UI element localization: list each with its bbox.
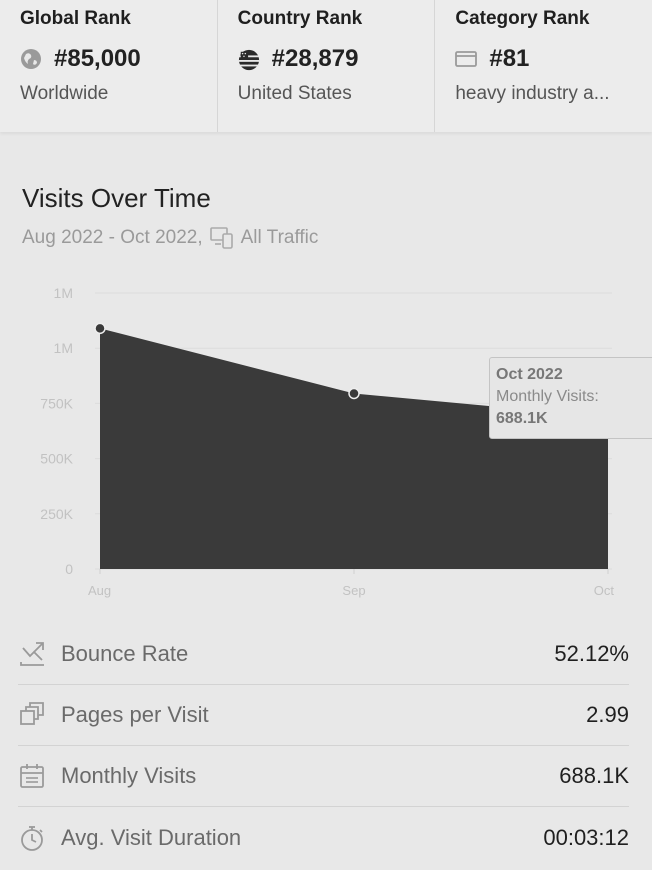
chart-tooltip: Oct 2022 Monthly Visits: 688.1K	[489, 357, 652, 439]
x-tick-label: Aug	[88, 583, 111, 598]
rank-subtitle: heavy industry a...	[455, 83, 610, 104]
metric-value: 52.12%	[554, 641, 629, 666]
y-tick-label: 1M	[54, 340, 73, 356]
data-point	[94, 322, 106, 335]
y-tick-label: 0	[65, 561, 73, 577]
category-icon	[455, 48, 478, 70]
date-range: Aug 2022 - Oct 2022,	[22, 227, 203, 248]
metric-label: Monthly Visits	[61, 763, 197, 788]
rank-value: #85,000	[54, 45, 141, 72]
traffic-type: All Traffic	[240, 227, 319, 248]
y-tick-label: 750K	[40, 395, 73, 411]
metric-value: 688.1K	[559, 763, 629, 788]
y-tick-label: 250K	[40, 506, 73, 522]
stopwatch-icon	[18, 824, 46, 852]
globe-icon	[20, 48, 42, 70]
metric-label: Bounce Rate	[61, 641, 189, 666]
visits-chart: 0 250K 500K 750K 1M 1M Aug Sep Oct	[40, 285, 615, 598]
rank-title: Global Rank	[20, 8, 131, 29]
bounce-rate-icon	[18, 640, 46, 668]
y-tick-label: 1M	[54, 285, 73, 301]
metric-row-bounce-rate: Bounce Rate 52.12%	[18, 624, 629, 685]
tooltip-date: Oct 2022	[496, 366, 563, 383]
rank-title: Country Rank	[237, 8, 363, 29]
country-rank-card: Country Rank #28,879 United States	[218, 0, 436, 132]
rank-subtitle: United States	[237, 83, 352, 104]
tooltip-value: 688.1K	[496, 410, 548, 427]
x-tick-label: Oct	[594, 583, 615, 598]
metric-row-monthly-visits: Monthly Visits 688.1K	[18, 746, 629, 807]
visits-subtitle: Aug 2022 - Oct 2022, All Traffic	[22, 226, 318, 250]
metric-label: Avg. Visit Duration	[61, 824, 242, 850]
devices-icon	[209, 226, 235, 250]
data-point	[348, 387, 360, 400]
x-tick-label: Sep	[342, 583, 365, 598]
visits-title: Visits Over Time	[22, 183, 211, 213]
metric-value: 2.99	[586, 702, 629, 727]
metric-row-avg-visit-duration: Avg. Visit Duration 00:03:12	[18, 807, 629, 868]
visits-area	[100, 328, 608, 569]
category-rank-card: Category Rank #81 heavy industry a...	[435, 0, 652, 132]
y-tick-label: 500K	[40, 451, 73, 467]
calendar-icon	[18, 762, 46, 790]
metric-label: Pages per Visit	[61, 702, 209, 727]
metrics-list: Bounce Rate 52.12% Pages per Visit 2.99 …	[18, 624, 629, 868]
tooltip-label: Monthly Visits:	[496, 388, 599, 405]
rank-value: #28,879	[271, 45, 359, 72]
pages-icon	[18, 701, 46, 729]
metric-value: 00:03:12	[543, 824, 629, 850]
us-flag-icon	[238, 48, 260, 71]
rank-value: #81	[489, 45, 530, 72]
metric-row-pages-per-visit: Pages per Visit 2.99	[18, 685, 629, 746]
rank-title: Category Rank	[455, 8, 590, 29]
rank-subtitle: Worldwide	[20, 83, 109, 104]
global-rank-card: Global Rank #85,000 Worldwide	[0, 0, 218, 132]
rank-cards: Global Rank #85,000 Worldwide Country Ra…	[0, 0, 652, 132]
